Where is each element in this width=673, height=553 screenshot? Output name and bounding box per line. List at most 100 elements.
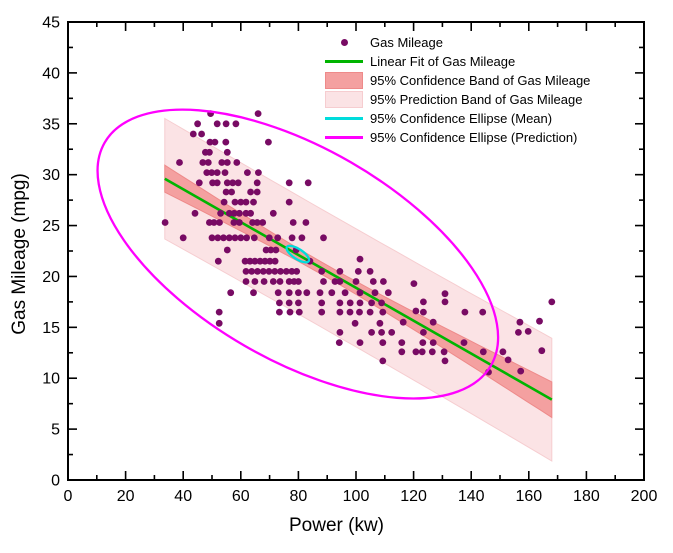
- data-point: [253, 219, 261, 226]
- data-point: [213, 169, 221, 177]
- data-point: [189, 130, 197, 138]
- data-point: [379, 339, 387, 346]
- data-point: [265, 268, 273, 275]
- x-tick-label: 100: [343, 488, 370, 505]
- data-point: [318, 308, 326, 316]
- data-point: [368, 329, 375, 336]
- x-tick-label: 200: [631, 488, 658, 505]
- data-point: [356, 289, 364, 297]
- data-point: [366, 268, 374, 275]
- prediction-ellipse-line-icon: [325, 136, 363, 139]
- data-point: [320, 278, 327, 285]
- data-point: [229, 179, 237, 187]
- data-point: [244, 169, 251, 177]
- data-point: [191, 209, 199, 217]
- data-point: [236, 219, 243, 226]
- data-point: [220, 234, 227, 242]
- y-tick-label: 20: [42, 269, 60, 286]
- data-point: [285, 299, 293, 307]
- data-point: [379, 308, 387, 316]
- data-point: [536, 317, 543, 325]
- data-point: [352, 278, 360, 285]
- data-point: [302, 219, 310, 226]
- data-point: [228, 188, 236, 196]
- legend-label: 95% Confidence Ellipse (Prediction): [370, 130, 578, 145]
- data-point: [293, 268, 301, 275]
- data-point: [223, 159, 231, 166]
- data-point: [198, 130, 206, 138]
- data-point: [251, 257, 259, 265]
- data-point: [441, 357, 449, 365]
- data-point: [222, 120, 230, 128]
- data-point: [328, 289, 336, 297]
- data-point: [295, 289, 302, 297]
- data-point: [548, 298, 556, 306]
- data-point: [256, 257, 264, 265]
- data-point: [336, 308, 344, 316]
- data-point: [274, 289, 282, 297]
- data-point: [276, 278, 284, 285]
- data-point: [418, 348, 426, 356]
- data-point: [250, 234, 258, 242]
- data-point: [231, 234, 239, 242]
- data-point: [227, 289, 235, 297]
- data-point: [538, 347, 546, 355]
- data-point: [223, 246, 231, 254]
- data-point: [234, 179, 242, 187]
- data-point: [208, 169, 216, 177]
- legend-label: 95% Confidence Band of Gas Mileage: [370, 73, 591, 88]
- legend-label: 95% Confidence Ellipse (Mean): [370, 111, 553, 126]
- data-point: [222, 138, 230, 146]
- data-point: [420, 298, 427, 306]
- data-point: [237, 198, 245, 206]
- legend-label: Linear Fit of Gas Mileage: [370, 54, 516, 69]
- y-tick-label: 5: [51, 422, 60, 439]
- data-point: [261, 257, 269, 265]
- data-point: [223, 148, 231, 156]
- data-point: [225, 234, 233, 242]
- data-point: [265, 234, 273, 242]
- data-point: [217, 209, 225, 217]
- data-point: [233, 159, 241, 166]
- data-point: [176, 159, 183, 166]
- data-point: [208, 234, 216, 242]
- data-point: [318, 268, 326, 275]
- x-tick-label: 160: [515, 488, 542, 505]
- data-point: [230, 219, 238, 226]
- data-point: [303, 289, 311, 297]
- data-point: [516, 318, 524, 326]
- data-point: [215, 319, 223, 327]
- data-point: [241, 257, 249, 265]
- data-point: [277, 268, 284, 275]
- data-point: [236, 209, 243, 217]
- y-tick-label: 45: [42, 15, 60, 32]
- data-point: [388, 329, 396, 336]
- data-point: [320, 234, 327, 242]
- data-point: [213, 179, 221, 187]
- data-point: [231, 198, 239, 206]
- data-point: [369, 278, 377, 285]
- data-point: [199, 159, 207, 166]
- data-point: [295, 278, 302, 285]
- data-point: [243, 234, 251, 242]
- x-tick-label: 120: [400, 488, 427, 505]
- data-point: [524, 328, 532, 335]
- data-point: [420, 329, 427, 336]
- data-point: [247, 188, 255, 196]
- data-point: [460, 339, 468, 346]
- scatter-marker-icon: [325, 39, 363, 46]
- y-tick-label: 25: [42, 218, 60, 235]
- prediction-confidence-ellipse: [96, 108, 500, 400]
- data-point: [276, 308, 283, 316]
- x-tick-label: 180: [573, 488, 600, 505]
- data-point: [253, 188, 261, 196]
- x-tick-label: 0: [64, 488, 73, 505]
- data-point: [223, 179, 231, 187]
- data-point: [194, 120, 202, 128]
- data-point: [412, 348, 420, 356]
- legend-item-gas-mileage: Gas Mileage: [325, 33, 590, 52]
- data-point: [213, 120, 221, 128]
- data-point: [222, 188, 230, 196]
- data-point: [220, 198, 228, 206]
- data-point: [479, 348, 487, 356]
